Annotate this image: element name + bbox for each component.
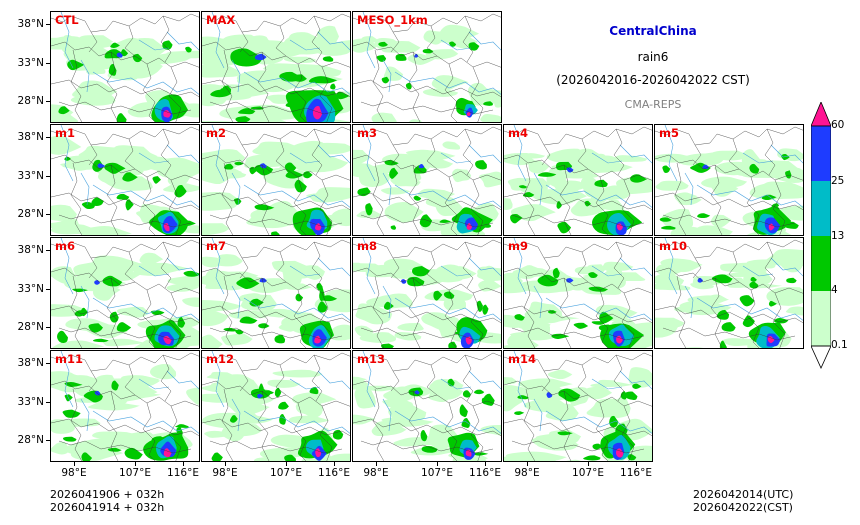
panel-max: MAX [201, 11, 351, 123]
panel-m7: m7 [201, 237, 351, 349]
lon-tick-label: 116°E [167, 467, 199, 479]
panel-m13: m13 [352, 350, 502, 462]
colorbar-label-25: 25 [831, 175, 845, 187]
panel-m11: m11 [50, 350, 200, 462]
lat-tick-label: 33°N [17, 170, 44, 182]
lon-tick-label: 98°E [363, 467, 389, 479]
lon-tick-label: 116°E [318, 467, 350, 479]
valid-time-utc: 2026042014(UTC) [693, 488, 794, 501]
panel-label: m13 [357, 352, 385, 366]
lat-tick-label: 38°N [17, 131, 44, 143]
variable-title: rain6 [637, 50, 669, 64]
lat-tick-label: 33°N [17, 396, 44, 408]
region-title: CentralChina [609, 24, 697, 38]
lon-tick-label: 116°E [469, 467, 501, 479]
panel-label: m14 [508, 352, 536, 366]
colorbar-segment-4-13 [811, 236, 831, 291]
lat-tick-label: 33°N [17, 283, 44, 295]
lon-tick-label: 107°E [421, 467, 453, 479]
lon-tick-label: 98°E [212, 467, 238, 479]
panel-label: m3 [357, 126, 377, 140]
period-title: (2026042016-2026042022 CST) [556, 73, 750, 87]
lon-tick-label: 98°E [61, 467, 87, 479]
panel-m14: m14 [503, 350, 653, 462]
lat-tick-label: 38°N [17, 244, 44, 256]
panel-m12: m12 [201, 350, 351, 462]
colorbar-label-60: 60 [831, 119, 845, 131]
panel-m9: m9 [503, 237, 653, 349]
lat-tick-label: 38°N [17, 18, 44, 30]
panel-label: m8 [357, 239, 377, 253]
init-time-line2: 2026041914 + 032h [50, 501, 165, 514]
lat-tick-label: 28°N [17, 321, 44, 333]
colorbar-bottom-arrow [811, 345, 831, 369]
colorbar-label-13: 13 [831, 230, 845, 242]
panel-ctl: CTL [50, 11, 200, 123]
lon-tick-label: 107°E [119, 467, 151, 479]
panel-label: m4 [508, 126, 528, 140]
colorbar-label-4: 4 [831, 284, 838, 296]
colorbar-segment-0.1-4 [811, 291, 831, 346]
panel-label: m9 [508, 239, 528, 253]
panel-label: m5 [659, 126, 679, 140]
panel-m8: m8 [352, 237, 502, 349]
panel-label: m2 [206, 126, 226, 140]
lat-tick-label: 33°N [17, 57, 44, 69]
panel-label: m10 [659, 239, 687, 253]
colorbar-top-arrow [811, 102, 831, 127]
lon-tick-label: 98°E [514, 467, 540, 479]
lat-tick-label: 28°N [17, 434, 44, 446]
panel-m10: m10 [654, 237, 804, 349]
colorbar-segment-13-25 [811, 181, 831, 236]
panel-m1: m1 [50, 124, 200, 236]
panel-label: m6 [55, 239, 75, 253]
panel-label: m1 [55, 126, 75, 140]
lat-tick-label: 28°N [17, 95, 44, 107]
lon-tick-label: 107°E [572, 467, 604, 479]
source-title: CMA-REPS [624, 98, 682, 111]
lat-tick-label: 38°N [17, 357, 44, 369]
lat-tick-label: 28°N [17, 208, 44, 220]
colorbar-segment-25-60 [811, 126, 831, 181]
panel-label: CTL [55, 13, 79, 27]
init-time-line1: 2026041906 + 032h [50, 488, 165, 501]
panel-label: m11 [55, 352, 83, 366]
panel-m3: m3 [352, 124, 502, 236]
lon-tick-label: 107°E [270, 467, 302, 479]
panel-m2: m2 [201, 124, 351, 236]
panel-m6: m6 [50, 237, 200, 349]
panel-label: m7 [206, 239, 226, 253]
valid-time-cst: 2026042022(CST) [693, 501, 793, 514]
lon-tick-label: 116°E [620, 467, 652, 479]
panel-label: MAX [206, 13, 236, 27]
panel-label: MESO_1km [357, 13, 428, 27]
colorbar-label-0.1: 0.1 [831, 339, 848, 351]
panel-m4: m4 [503, 124, 653, 236]
colorbar [811, 102, 831, 369]
panel-label: m12 [206, 352, 234, 366]
panel-m5: m5 [654, 124, 804, 236]
panel-meso_1km: MESO_1km [352, 11, 502, 123]
